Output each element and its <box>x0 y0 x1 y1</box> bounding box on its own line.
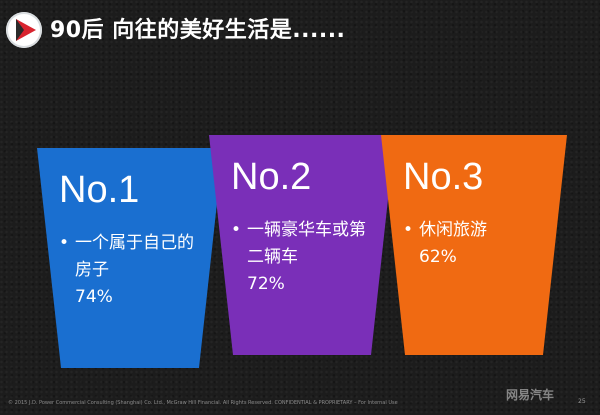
card-rank-2: No.2 • 一辆豪华车或第二辆车 72% <box>209 135 395 355</box>
card-2-bullet: • <box>231 220 242 240</box>
card-1-rank: No.1 <box>59 169 140 211</box>
card-3-item: • 休闲旅游 62% <box>403 217 553 271</box>
card-3-bullet: • <box>403 220 414 240</box>
card-1-item: • 一个属于自己的房子 74% <box>59 230 209 311</box>
card-2-percent: 72% <box>247 274 285 294</box>
card-3-shape <box>381 135 567 355</box>
card-2-item: • 一辆豪华车或第二辆车 72% <box>231 217 381 298</box>
card-2-shape <box>209 135 395 355</box>
copyright-footer: © 2015 J.D. Power Commercial Consulting … <box>8 400 398 406</box>
card-rank-3: No.3 • 休闲旅游 62% <box>381 135 567 355</box>
card-1-shape <box>37 148 223 368</box>
card-3-text: 休闲旅游 <box>419 220 487 240</box>
watermark: 网易汽车 <box>506 388 555 402</box>
card-1-percent: 74% <box>75 287 113 307</box>
logo-play-icon <box>6 12 42 48</box>
card-3-percent: 62% <box>419 247 457 267</box>
slide-title: 90后 向往的美好生活是...... <box>50 18 346 43</box>
card-1-text: 一个属于自己的房子 <box>75 233 194 280</box>
card-2-rank: No.2 <box>231 156 312 198</box>
page-number: 25 <box>578 398 586 405</box>
card-rank-1: No.1 • 一个属于自己的房子 74% <box>37 148 223 368</box>
card-3-rank: No.3 <box>403 156 484 198</box>
card-1-bullet: • <box>59 233 70 253</box>
card-2-text: 一辆豪华车或第二辆车 <box>247 220 366 267</box>
